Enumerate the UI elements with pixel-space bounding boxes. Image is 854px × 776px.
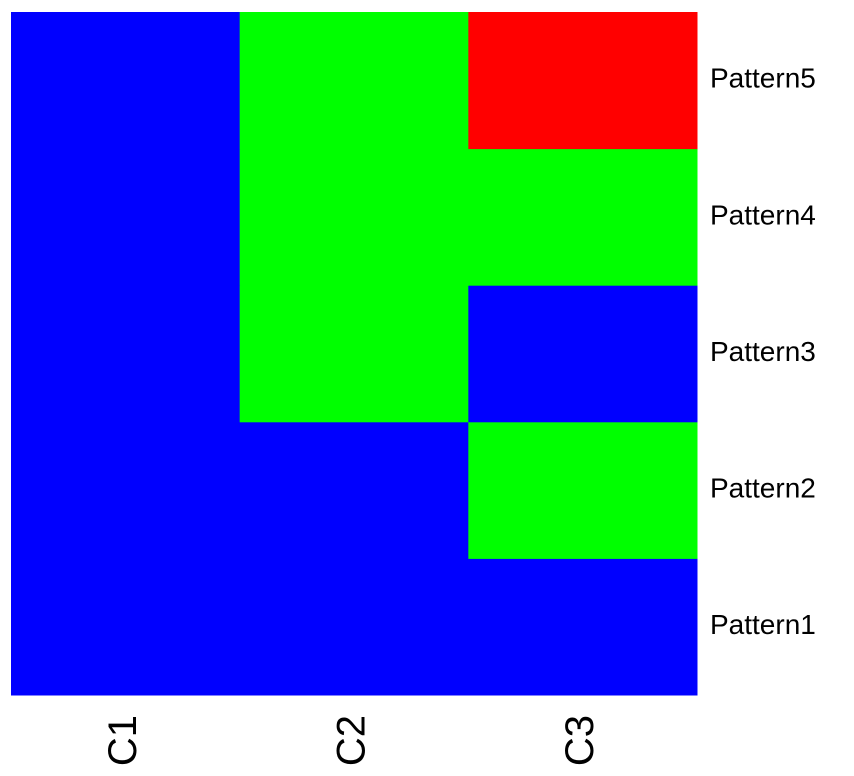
heatmap-cell (11, 421, 241, 559)
heatmap-cell (239, 558, 469, 696)
heatmap-cell (468, 558, 698, 696)
heatmap-cell (11, 12, 241, 150)
column-label: C3 (558, 715, 602, 766)
heatmap-cell (239, 148, 469, 286)
row-label: Pattern4 (710, 199, 816, 230)
row-label: Pattern5 (710, 63, 816, 94)
heatmap-cell (11, 285, 241, 423)
heatmap-cell (11, 558, 241, 696)
heatmap-cell (239, 12, 469, 150)
row-label: Pattern1 (710, 609, 816, 640)
heatmap-cell (11, 148, 241, 286)
row-label: Pattern2 (710, 472, 816, 503)
column-label: C2 (330, 715, 374, 766)
heatmap-cell (239, 285, 469, 423)
row-label: Pattern3 (710, 336, 816, 367)
heatmap-cell (468, 285, 698, 423)
heatmap-cell (468, 148, 698, 286)
heatmap-cell (239, 421, 469, 559)
heatmap-cell (468, 12, 698, 150)
heatmap-cell (468, 421, 698, 559)
column-label: C1 (101, 715, 145, 766)
